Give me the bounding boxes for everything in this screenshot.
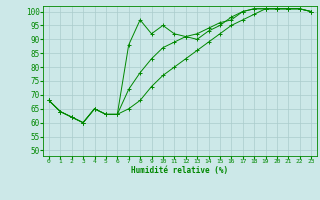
X-axis label: Humidité relative (%): Humidité relative (%) <box>132 166 228 175</box>
